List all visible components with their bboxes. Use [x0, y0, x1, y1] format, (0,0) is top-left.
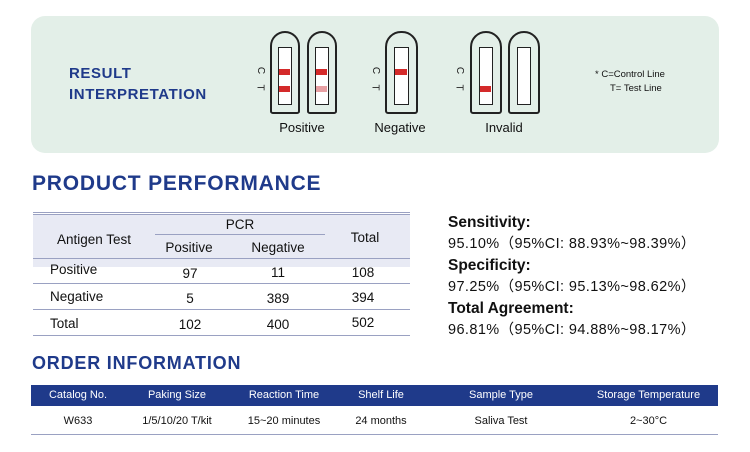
test-letter: T — [254, 84, 266, 91]
sensitivity-label: Sensitivity: — [448, 214, 531, 231]
table-cell: 108 — [351, 265, 375, 280]
specificity-value: 97.25%（95%CI: 95.13%~98.62%） — [448, 279, 696, 295]
test-window — [479, 47, 493, 105]
order-header-packing-size: Paking Size — [147, 389, 207, 401]
pcr-positive-header: Positive — [165, 240, 213, 255]
result-interpretation-panel — [31, 16, 719, 153]
table-row-label: Positive — [50, 262, 98, 277]
specificity-label: Specificity: — [448, 257, 531, 274]
result-title-line1: RESULT — [69, 65, 132, 82]
table-divider — [33, 212, 410, 213]
table-cell: 502 — [351, 315, 375, 330]
table-divider — [33, 283, 410, 284]
order-header-catalog: Catalog No. — [48, 389, 108, 401]
table-cell: 400 — [266, 317, 290, 332]
table-cell: 97 — [182, 266, 198, 281]
caption-positive: Positive — [279, 120, 325, 135]
test-window — [517, 47, 531, 105]
positive-cassette-1 — [270, 31, 300, 114]
table-divider — [33, 258, 410, 259]
positive-cassette-2 — [307, 31, 337, 114]
performance-table: Antigen Test PCR Positive Negative Total… — [33, 212, 410, 336]
control-line — [279, 69, 290, 75]
order-header-shelf-life: Shelf Life — [358, 389, 404, 401]
antigen-test-header: Antigen Test — [56, 232, 132, 247]
legend-test: T= Test Line — [610, 83, 662, 94]
invalid-cassette-2 — [508, 31, 540, 114]
table-cell: 102 — [178, 317, 202, 332]
test-window — [394, 47, 409, 105]
table-row-label: Total — [50, 316, 79, 331]
test-letter: T — [453, 84, 465, 91]
test-window — [315, 47, 329, 105]
control-line — [316, 69, 327, 75]
product-performance-title: PRODUCT PERFORMANCE — [32, 172, 322, 195]
caption-invalid: Invalid — [485, 120, 523, 135]
faint-test-line — [316, 86, 327, 92]
line-legend: * C=Control Line T= Test Line — [595, 68, 665, 96]
total-agreement-label: Total Agreement: — [448, 300, 574, 317]
order-cell-catalog: W633 — [63, 415, 93, 427]
order-information-title: ORDER INFORMATION — [32, 353, 242, 373]
pcr-negative-header: Negative — [251, 240, 305, 255]
order-header-storage-temperature: Storage Temperature — [596, 389, 701, 401]
control-letter: C — [370, 66, 382, 75]
total-header: Total — [350, 230, 380, 245]
test-letter: T — [369, 84, 381, 91]
total-agreement-value: 96.81%（95%CI: 94.88%~98.17%） — [448, 322, 696, 338]
order-cell-reaction-time: 15~20 minutes — [247, 415, 321, 427]
order-table-divider — [31, 434, 718, 435]
order-cell-storage-temperature: 2~30°C — [629, 415, 668, 427]
result-interpretation-title: RESULT INTERPRETATION — [69, 63, 229, 105]
invalid-cassette-1 — [470, 31, 502, 114]
order-cell-shelf-life: 24 months — [355, 415, 407, 427]
table-cell: 11 — [270, 265, 285, 280]
table-divider — [155, 234, 325, 235]
result-title-line2: INTERPRETATION — [69, 86, 207, 103]
control-line — [395, 69, 407, 75]
test-line — [279, 86, 290, 92]
order-cell-packing-size: 1/5/10/20 T/kit — [142, 415, 212, 427]
negative-cassette — [385, 31, 418, 114]
table-cell: 5 — [186, 291, 194, 306]
table-divider — [33, 335, 410, 336]
table-cell: 394 — [351, 290, 375, 305]
legend-control: * C=Control Line — [595, 69, 665, 80]
order-header-sample-type: Sample Type — [468, 389, 533, 401]
table-row-label: Negative — [50, 289, 104, 304]
order-cell-sample-type: Saliva Test — [474, 415, 528, 427]
table-cell: 389 — [266, 291, 290, 306]
control-letter: C — [255, 66, 267, 75]
test-line — [480, 86, 491, 92]
control-letter: C — [454, 66, 466, 75]
table-divider — [33, 214, 410, 215]
sensitivity-value: 95.10%（95%CI: 88.93%~98.39%） — [448, 236, 696, 252]
caption-negative: Negative — [374, 120, 426, 135]
order-table-header: Catalog No. Paking Size Reaction Time Sh… — [31, 385, 718, 406]
order-header-reaction-time: Reaction Time — [248, 389, 320, 401]
table-divider — [33, 309, 410, 310]
pcr-header: PCR — [225, 217, 255, 232]
test-window — [278, 47, 292, 105]
performance-stats: Sensitivity: 95.10%（95%CI: 88.93%~98.39%… — [448, 212, 738, 341]
